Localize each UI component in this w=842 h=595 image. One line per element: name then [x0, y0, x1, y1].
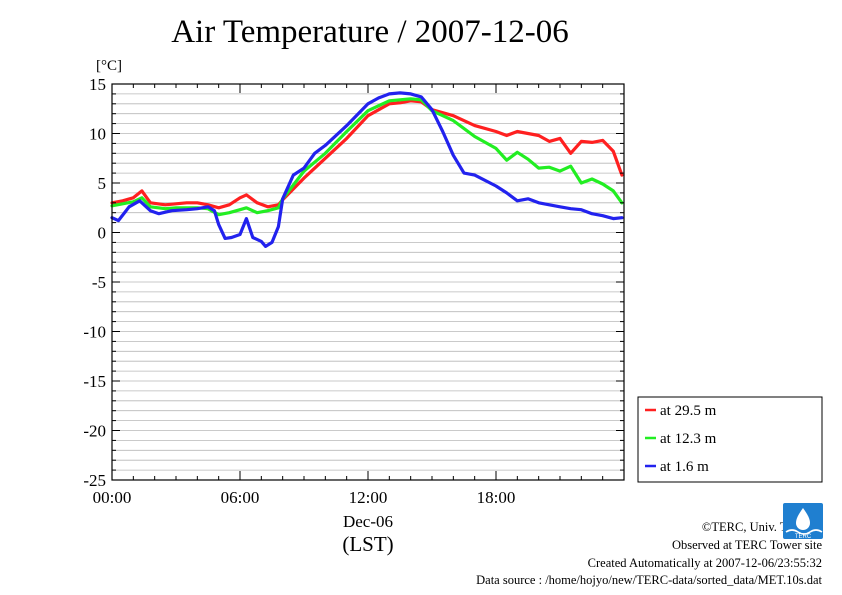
series-line-2 [110, 97, 624, 217]
x-axis-label: (LST) [342, 532, 393, 556]
chart-title: Air Temperature / 2007-12-06 [171, 14, 569, 50]
y-tick-label: -20 [83, 422, 106, 441]
x-tick-label: 00:00 [93, 488, 132, 507]
date-label: Dec-06 [343, 512, 393, 531]
y-tick-label: 10 [89, 125, 106, 144]
x-tick-label: 12:00 [349, 488, 388, 507]
wave-icon [785, 529, 823, 535]
y-tick-label: 0 [98, 224, 107, 243]
legend: at 29.5 m at 12.3 m at 1.6 m [637, 396, 823, 483]
series-line-3 [110, 91, 624, 248]
grid-lines [112, 93, 624, 471]
legend-label: at 29.5 m [660, 403, 717, 419]
legend-box [637, 396, 823, 483]
y-axis-unit: [°C] [96, 58, 122, 74]
legend-label: at 12.3 m [660, 431, 717, 447]
x-tick-label: 18:00 [477, 488, 516, 507]
y-tick-label: 15 [89, 75, 106, 94]
y-tick-label: -15 [83, 372, 106, 391]
water-drop-icon [796, 508, 810, 530]
series-line-1 [110, 99, 624, 210]
logo-text: TERC [795, 534, 812, 540]
footer-source: Data source : /home/hojyo/new/TERC-data/… [476, 573, 822, 587]
y-tick-label: -10 [83, 323, 106, 342]
x-tick-label: 06:00 [221, 488, 260, 507]
series-layer [110, 91, 624, 248]
footer-site: Observed at TERC Tower site [671, 538, 822, 552]
y-tick-label: -5 [92, 273, 106, 292]
ticks [111, 83, 625, 481]
legend-label: at 1.6 m [660, 459, 709, 475]
terc-logo: TERC [783, 503, 823, 540]
y-tick-label: -25 [83, 471, 106, 490]
y-tick-label: 5 [98, 174, 107, 193]
footer-created: Created Automatically at 2007-12-06/23:5… [587, 556, 822, 570]
